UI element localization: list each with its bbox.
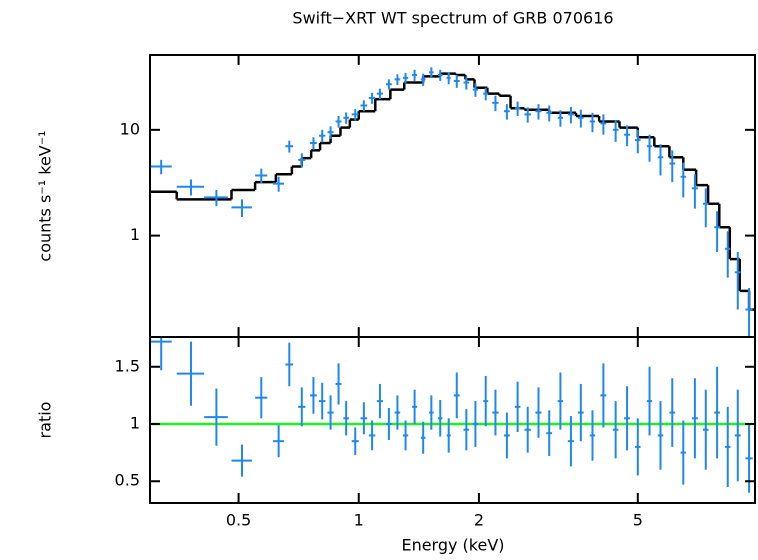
y-axis-label: counts s⁻¹ keV⁻¹: [36, 130, 55, 261]
axes-frame: [149, 336, 756, 504]
x-tick-label: 0.5: [226, 511, 251, 530]
x-tick-label: 1: [354, 511, 364, 530]
axes: 0.5 1 2 5 1 10 0.5 1 1.5: [115, 54, 756, 530]
x-tick-label: 5: [633, 511, 643, 530]
y-tick-label: 10: [120, 119, 140, 138]
y-tick-label: 1.5: [115, 356, 140, 375]
ratio-axis-label: ratio: [36, 402, 55, 439]
axes-frame: [149, 54, 756, 338]
y-tick-label: 0.5: [115, 471, 140, 490]
x-tick-label: 2: [474, 511, 484, 530]
y-tick-label: 1: [130, 414, 140, 433]
y-tick-label: 1: [130, 225, 140, 244]
upper-plot: [150, 67, 755, 337]
lower-plot: [150, 337, 755, 493]
chart-title: Swift−XRT WT spectrum of GRB 070616: [292, 9, 613, 28]
x-axis-label: Energy (keV): [401, 536, 504, 555]
